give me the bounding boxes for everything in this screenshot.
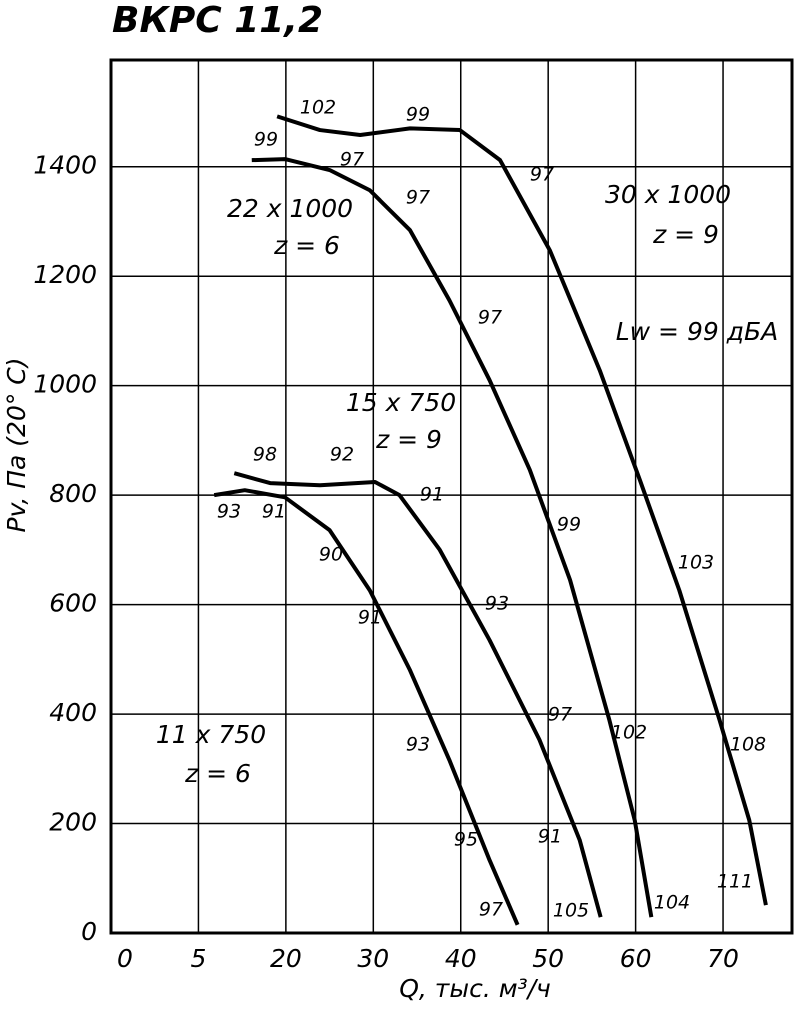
noise-label: 111 bbox=[717, 871, 753, 893]
y-tick-label: 800 bbox=[49, 479, 97, 508]
y-tick-label: 0 bbox=[81, 917, 97, 946]
noise-label: 91 bbox=[538, 826, 562, 848]
noise-label: 97 bbox=[530, 164, 554, 186]
y-axis-label: Pv, Па (20° С) bbox=[2, 357, 31, 532]
y-tick-label: 1200 bbox=[33, 260, 97, 289]
noise-label: 91 bbox=[420, 484, 444, 506]
x-tick-label: 30 bbox=[357, 944, 389, 973]
noise-label: 97 bbox=[340, 149, 364, 171]
series-label: 22 x 1000 bbox=[227, 194, 353, 223]
x-axis-label: Q, тыс. м³/ч bbox=[399, 974, 551, 1003]
curve bbox=[251, 157, 654, 918]
curve bbox=[276, 114, 768, 906]
y-tick-label: 600 bbox=[49, 589, 97, 618]
noise-label: 92 bbox=[330, 444, 354, 466]
series-label: 30 x 1000 bbox=[605, 180, 731, 209]
series-note: z = 9 bbox=[375, 425, 442, 454]
series-label: 11 x 750 bbox=[156, 720, 266, 749]
plot-frame bbox=[109, 58, 794, 935]
chart-title: ВКРС 11,2 bbox=[112, 0, 323, 41]
noise-label: 102 bbox=[611, 722, 647, 744]
noise-label: 91 bbox=[262, 501, 286, 523]
noise-label: 102 bbox=[300, 97, 336, 119]
series-note: z = 9 bbox=[652, 220, 719, 249]
noise-label: 97 bbox=[548, 704, 572, 726]
noise-label: 99 bbox=[406, 104, 430, 126]
x-tick-label: 60 bbox=[620, 944, 652, 973]
x-tick-label: 20 bbox=[270, 944, 302, 973]
noise-label: 104 bbox=[654, 892, 690, 914]
noise-label: 108 bbox=[730, 734, 766, 756]
noise-label: 97 bbox=[479, 899, 503, 921]
noise-label: 95 bbox=[454, 829, 478, 851]
noise-label: 93 bbox=[406, 734, 430, 756]
noise-label: 93 bbox=[485, 593, 509, 615]
x-tick-label: 70 bbox=[707, 944, 739, 973]
noise-label: 97 bbox=[406, 187, 430, 209]
y-tick-label: 1400 bbox=[33, 151, 97, 180]
noise-label: 99 bbox=[557, 514, 581, 536]
noise-label: 98 bbox=[253, 444, 277, 466]
noise-label: 90 bbox=[319, 544, 343, 566]
x-tick-label: 50 bbox=[532, 944, 564, 973]
noise-label: 97 bbox=[478, 307, 502, 329]
noise-label: 105 bbox=[553, 900, 589, 922]
y-tick-label: 200 bbox=[49, 808, 97, 837]
curve bbox=[233, 471, 603, 918]
curve bbox=[213, 488, 520, 926]
series-note: z = 6 bbox=[273, 231, 340, 260]
y-tick-label: 400 bbox=[49, 698, 97, 727]
note: Lw = 99 дБА bbox=[616, 317, 779, 346]
x-tick-label: 40 bbox=[445, 944, 477, 973]
noise-label: 103 bbox=[678, 552, 714, 574]
noise-label: 99 bbox=[254, 129, 278, 151]
noise-label: 93 bbox=[217, 501, 241, 523]
x-tick-label: 5 bbox=[190, 944, 206, 973]
series-note: z = 6 bbox=[184, 759, 251, 788]
series-label: 15 x 750 bbox=[346, 388, 456, 417]
x-tick-label: 0 bbox=[117, 944, 133, 973]
noise-label: 91 bbox=[358, 607, 382, 629]
y-tick-label: 1000 bbox=[33, 370, 97, 399]
